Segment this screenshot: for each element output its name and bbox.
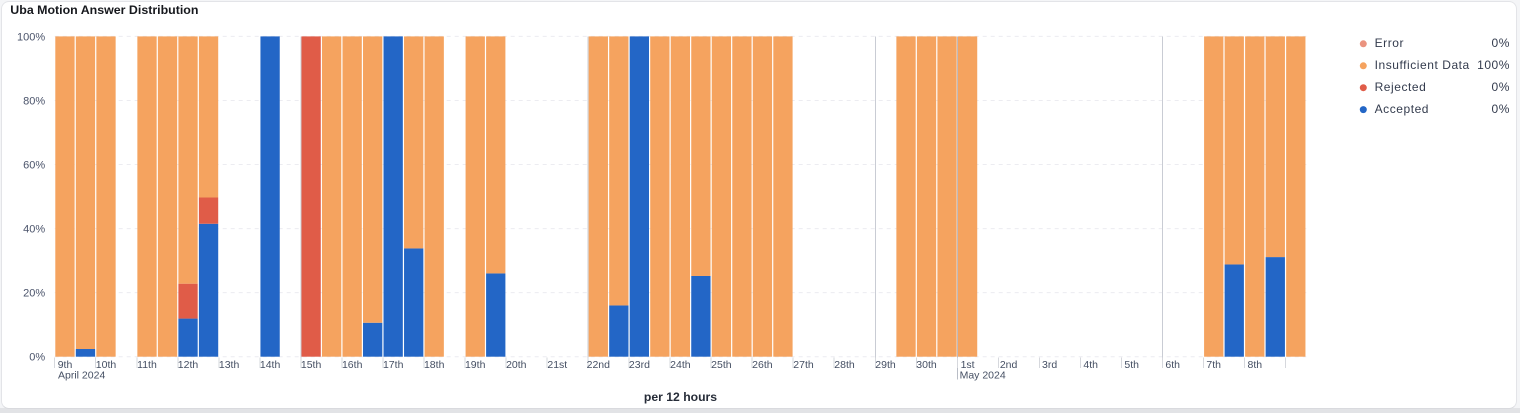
svg-text:0%: 0%	[1492, 36, 1510, 50]
svg-text:Rejected: Rejected	[1375, 80, 1427, 94]
svg-text:20%: 20%	[23, 288, 45, 300]
svg-text:2nd: 2nd	[1000, 359, 1018, 371]
svg-text:20th: 20th	[506, 359, 527, 371]
svg-text:40%: 40%	[23, 224, 45, 236]
svg-text:5th: 5th	[1124, 359, 1139, 371]
svg-text:12th: 12th	[178, 359, 199, 371]
svg-text:18th: 18th	[424, 359, 445, 371]
svg-text:60%: 60%	[23, 159, 45, 171]
svg-text:23rd: 23rd	[629, 359, 650, 371]
svg-text:10th: 10th	[96, 359, 117, 371]
svg-text:Accepted: Accepted	[1375, 102, 1429, 116]
svg-text:16th: 16th	[342, 359, 363, 371]
svg-text:0%: 0%	[1492, 80, 1510, 94]
svg-text:6th: 6th	[1165, 359, 1180, 371]
svg-text:0%: 0%	[29, 352, 45, 364]
svg-text:100%: 100%	[1477, 58, 1510, 72]
svg-text:1st: 1st	[961, 359, 975, 371]
svg-text:26th: 26th	[752, 359, 773, 371]
svg-text:30th: 30th	[916, 359, 937, 371]
svg-text:0%: 0%	[1492, 102, 1510, 116]
svg-text:15th: 15th	[301, 359, 322, 371]
svg-text:4th: 4th	[1083, 359, 1098, 371]
svg-text:25th: 25th	[711, 359, 732, 371]
svg-text:19th: 19th	[465, 359, 486, 371]
svg-text:80%: 80%	[23, 95, 45, 107]
svg-text:27th: 27th	[793, 359, 814, 371]
svg-text:April 2024: April 2024	[58, 369, 105, 381]
svg-text:3rd: 3rd	[1042, 359, 1057, 371]
svg-text:100%: 100%	[17, 31, 45, 43]
svg-text:7th: 7th	[1206, 359, 1221, 371]
svg-text:11th: 11th	[137, 359, 157, 371]
svg-text:8th: 8th	[1247, 359, 1262, 371]
svg-text:17th: 17th	[383, 359, 404, 371]
svg-text:May 2024: May 2024	[960, 369, 1006, 381]
svg-text:21st: 21st	[547, 359, 567, 371]
svg-text:24th: 24th	[670, 359, 691, 371]
svg-text:28th: 28th	[834, 359, 855, 371]
svg-text:9th: 9th	[58, 359, 73, 371]
svg-text:Insufficient Data: Insufficient Data	[1375, 58, 1470, 72]
svg-text:14th: 14th	[260, 359, 281, 371]
svg-text:22nd: 22nd	[587, 359, 611, 371]
svg-text:13th: 13th	[219, 359, 240, 371]
svg-text:29th: 29th	[875, 359, 896, 371]
svg-text:Error: Error	[1375, 36, 1404, 50]
